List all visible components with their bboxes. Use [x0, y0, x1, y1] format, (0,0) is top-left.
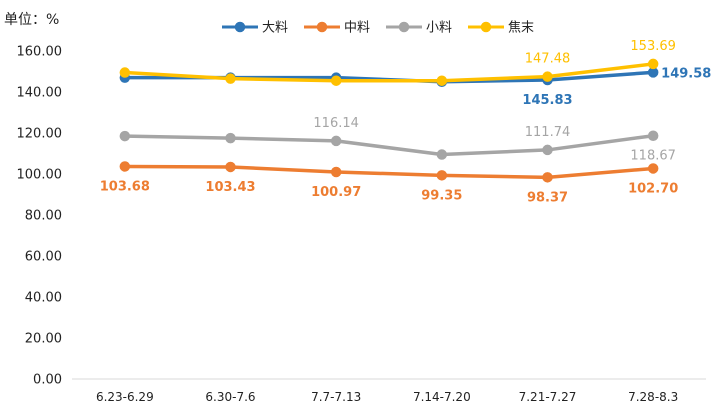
series-point [649, 164, 658, 173]
series-point [649, 131, 658, 140]
series-point [120, 132, 129, 141]
series-point [332, 76, 341, 85]
legend: 大料 中料 小料 焦末 [222, 21, 534, 36]
series-point [649, 68, 658, 77]
legend-label: 焦末 [508, 21, 534, 36]
series-point [649, 59, 658, 68]
series-point [543, 145, 552, 154]
data-label: 145.83 [522, 93, 572, 108]
legend-swatch-marker [400, 23, 409, 32]
data-label: 118.67 [630, 149, 676, 164]
legend-label: 大料 [262, 21, 288, 36]
x-axis: 6.23-6.29 6.30-7.6 7.7-7.13 7.14-7.20 7.21-7… [96, 390, 678, 404]
y-tick-label: 40.00 [25, 291, 62, 306]
series-line [125, 166, 653, 177]
x-tick-label: 6.30-7.6 [205, 390, 255, 404]
data-label: 103.68 [100, 179, 150, 194]
data-label: 103.43 [205, 180, 255, 195]
y-tick-label: 0.00 [33, 373, 62, 388]
series-point [120, 68, 129, 77]
y-tick-label: 160.00 [17, 45, 63, 60]
series-point [226, 74, 235, 83]
legend-label: 中料 [344, 21, 370, 36]
y-tick-label: 60.00 [25, 250, 62, 265]
series-point [226, 162, 235, 171]
series-line [125, 136, 653, 155]
unit-label: 单位：% [4, 12, 59, 28]
series-point [332, 136, 341, 145]
data-label: 100.97 [311, 185, 361, 200]
y-tick-label: 100.00 [17, 168, 63, 183]
x-tick-label: 7.28-8.3 [628, 390, 678, 404]
series-point [437, 76, 446, 85]
data-label: 153.69 [630, 39, 676, 54]
series-point [543, 173, 552, 182]
data-label: 147.48 [525, 52, 571, 67]
data-label: 98.37 [527, 190, 568, 205]
data-labels: 145.83 149.58 103.68 103.43 100.97 99.35 98.37… [100, 39, 712, 205]
series-point [437, 150, 446, 159]
y-tick-label: 20.00 [25, 332, 62, 347]
data-label: 116.14 [313, 116, 359, 131]
y-tick-label: 140.00 [17, 86, 63, 101]
series-point [120, 162, 129, 171]
series-point [437, 171, 446, 180]
series-point [332, 168, 341, 177]
x-tick-label: 7.14-7.20 [413, 390, 471, 404]
data-label: 102.70 [628, 181, 678, 196]
y-axis: 0.00 20.00 40.00 60.00 80.00 100.00 120.00 140.… [17, 45, 63, 388]
data-label: 111.74 [525, 125, 571, 140]
data-label: 149.58 [661, 66, 711, 81]
y-tick-label: 120.00 [17, 127, 63, 142]
series-point [543, 72, 552, 81]
legend-swatch-marker [482, 23, 491, 32]
series-group [120, 59, 657, 181]
x-tick-label: 7.7-7.13 [311, 390, 361, 404]
y-tick-label: 80.00 [25, 209, 62, 224]
x-tick-label: 6.23-6.29 [96, 390, 154, 404]
x-tick-label: 7.21-7.27 [519, 390, 577, 404]
legend-swatch-marker [318, 23, 327, 32]
data-label: 99.35 [421, 188, 462, 203]
legend-label: 小料 [426, 21, 452, 36]
legend-swatch-marker [236, 23, 245, 32]
series-point [226, 134, 235, 143]
